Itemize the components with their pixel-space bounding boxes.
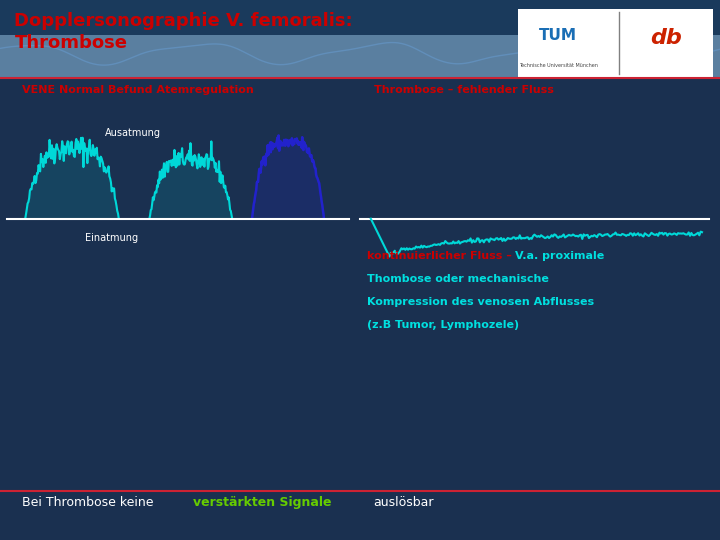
Text: auslösbar: auslösbar [373, 496, 433, 509]
FancyBboxPatch shape [518, 9, 713, 77]
Text: kontinuierlicher Fluss –: kontinuierlicher Fluss – [367, 251, 516, 261]
Text: db: db [650, 28, 682, 48]
Text: Kompression des venosen Abflusses: Kompression des venosen Abflusses [367, 297, 594, 307]
Text: Einatmung: Einatmung [85, 233, 138, 244]
Text: Ausatmung: Ausatmung [105, 127, 161, 138]
Text: Technische Universität München: Technische Universität München [518, 63, 598, 69]
Text: Dopplersonographie V. femoralis:
Thrombose: Dopplersonographie V. femoralis: Thrombo… [14, 12, 353, 52]
Text: Bei Thrombose keine: Bei Thrombose keine [22, 496, 157, 509]
FancyBboxPatch shape [0, 0, 720, 35]
Text: verstärkten Signale: verstärkten Signale [193, 496, 331, 509]
Text: VENE Normal Befund Atemregulation: VENE Normal Befund Atemregulation [22, 85, 253, 96]
Text: TUM: TUM [539, 28, 577, 43]
FancyBboxPatch shape [0, 0, 720, 78]
Text: (z.B Tumor, Lymphozele): (z.B Tumor, Lymphozele) [367, 320, 519, 330]
Text: Thrombose – fehlender Fluss: Thrombose – fehlender Fluss [374, 85, 554, 96]
Text: V.a. proximale: V.a. proximale [515, 251, 604, 261]
Text: Thombose oder mechanische: Thombose oder mechanische [367, 274, 549, 285]
